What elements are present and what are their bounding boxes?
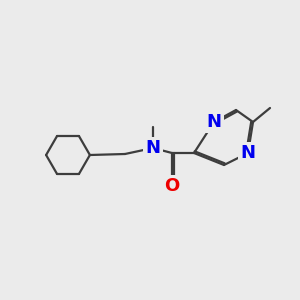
Text: O: O <box>164 177 180 195</box>
Text: N: N <box>146 139 160 157</box>
Text: N: N <box>241 144 256 162</box>
Text: N: N <box>206 113 221 131</box>
